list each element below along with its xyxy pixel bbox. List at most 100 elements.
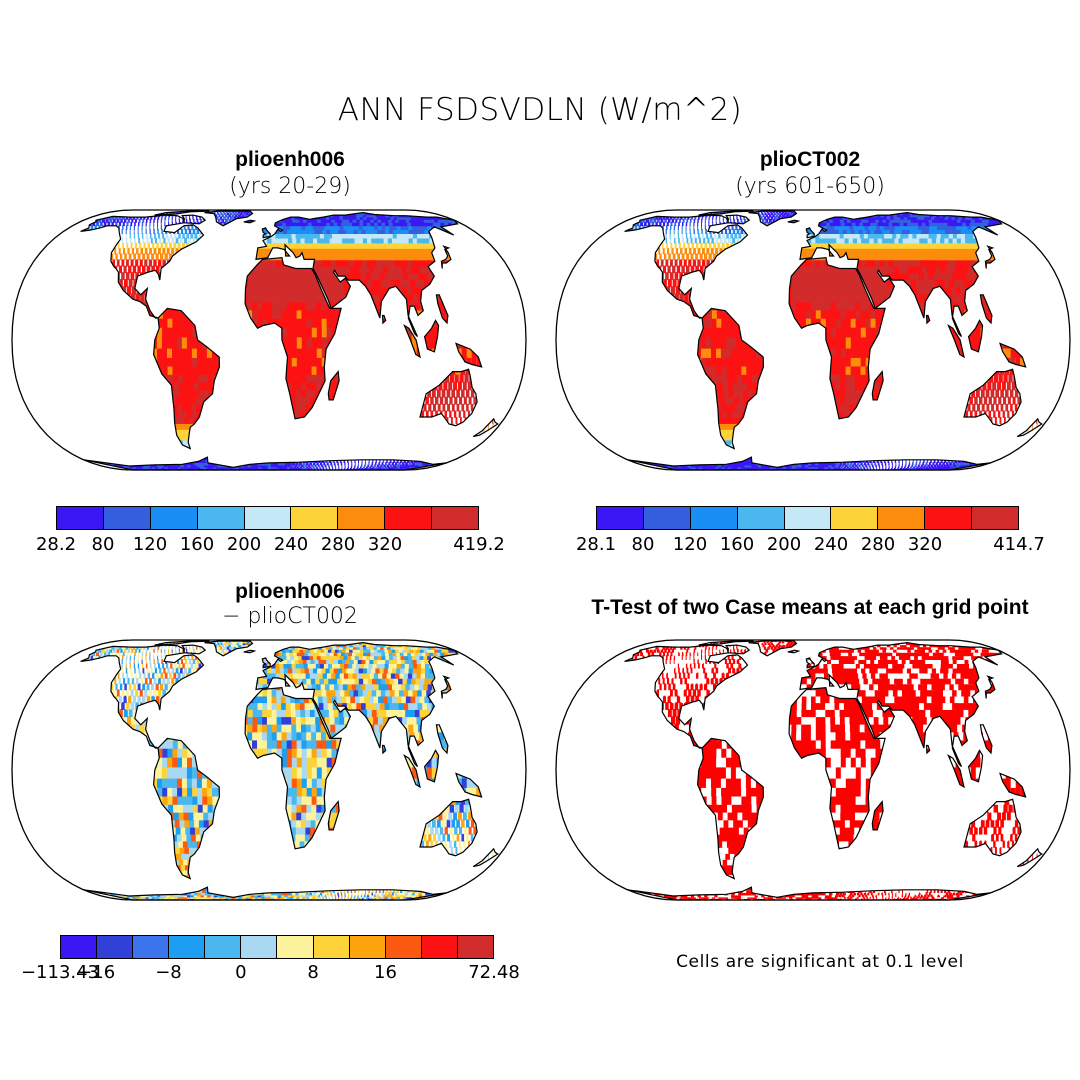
- colorbar-cell: [831, 507, 879, 529]
- coastline-borneo: [423, 749, 440, 783]
- panel4-title: T-Test of two Case means at each grid po…: [555, 596, 1065, 620]
- coastline-baffin: [181, 644, 207, 655]
- colorbar-tick-label: 240: [274, 534, 308, 555]
- colorbar-plioCT002: [596, 506, 1019, 530]
- colorbar-cell: [244, 507, 292, 529]
- coastline-borneo: [967, 749, 984, 783]
- coastline-samerica: [696, 307, 765, 450]
- coastline-baffin: [181, 214, 207, 225]
- colorbar-tick-label: 80: [632, 534, 655, 555]
- coastline-madagascar: [327, 800, 340, 831]
- coastline-philippines: [435, 294, 449, 325]
- coastline-japan: [984, 675, 996, 699]
- colorbar-ticks-plioCT002: 28.1 80 120 160 200 240 280 320 414.7: [576, 534, 1045, 556]
- colorbar-tick-label: 320: [908, 534, 942, 555]
- colorbar-tick-label: 120: [133, 534, 167, 555]
- map-difference: [11, 639, 527, 901]
- coastline-philippines: [979, 294, 993, 325]
- significance-note: Cells are significant at 0.1 level: [570, 952, 1070, 972]
- coastline-africa: [244, 687, 342, 850]
- map-frame: [11, 639, 527, 901]
- coastline-philippines: [435, 724, 449, 755]
- coastline-eurasia: [255, 211, 459, 338]
- coastline-newguinea: [999, 342, 1027, 368]
- colorbar-cell: [690, 507, 738, 529]
- colorbar-cell: [277, 936, 314, 958]
- colorbar-tick-label: 72.48: [468, 962, 520, 983]
- coastline-nz: [1016, 847, 1043, 868]
- panel2-title: plioCT002: [570, 148, 1050, 172]
- coastline-srilanka: [381, 744, 387, 755]
- colorbar-cell: [432, 507, 479, 529]
- colorbar-tick-label: 280: [321, 534, 355, 555]
- colorbar-tick-label: 8: [307, 962, 318, 983]
- map-plioCT002: [555, 209, 1071, 471]
- coastline-greenland: [748, 210, 798, 227]
- colorbar-cell: [241, 936, 278, 958]
- coastline-madagascar: [327, 370, 340, 401]
- coastline-nz: [472, 847, 499, 868]
- panel3-subtitle: − plioCT002: [50, 604, 530, 629]
- coastline-africa: [788, 257, 886, 420]
- coastline-uk: [261, 227, 271, 239]
- colorbar-tick-label: 320: [368, 534, 402, 555]
- colorbar-cell: [150, 507, 198, 529]
- colorbar-tick-label: −113.43: [21, 962, 99, 983]
- colorbar-cell: [97, 936, 134, 958]
- colorbar-cell: [338, 507, 386, 529]
- figure-title: ANN FSDSVDLN (W/m^2): [0, 92, 1080, 128]
- colorbar-difference: [60, 935, 494, 959]
- coastline-baffin: [725, 214, 751, 225]
- panel1-subtitle: (yrs 20-29): [50, 174, 530, 199]
- coastline-namerica: [624, 214, 749, 319]
- coastline-japan: [984, 245, 996, 269]
- map-frame: [555, 639, 1071, 901]
- colorbar-tick-label: 414.7: [993, 534, 1045, 555]
- coastline-greenland: [204, 210, 254, 227]
- colorbar-cell: [385, 936, 422, 958]
- coastline-africa: [244, 257, 342, 420]
- coastline-australia: [963, 368, 1022, 427]
- colorbar-cell: [103, 507, 151, 529]
- coastline-uk: [805, 657, 815, 669]
- colorbar-ticks-plioenh006: 28.2 80 120 160 200 240 280 320 419.2: [36, 534, 505, 556]
- coastline-uk: [261, 657, 271, 669]
- colorbar-cell: [197, 507, 245, 529]
- colorbar-tick-label: 160: [720, 534, 754, 555]
- colorbar-cell: [57, 507, 104, 529]
- coastline-greenland: [748, 640, 798, 657]
- coastline-iceland: [243, 219, 257, 224]
- coastline-japan: [440, 675, 452, 699]
- colorbar-cell: [457, 936, 493, 958]
- coastline-nz: [472, 417, 499, 438]
- coastline-australia: [419, 368, 478, 427]
- coastline-borneo: [967, 319, 984, 353]
- coastline-eurasia: [255, 641, 459, 768]
- colorbar-tick-label: 16: [374, 962, 397, 983]
- colorbar-tick-label: 280: [861, 534, 895, 555]
- coastline-nz: [1016, 417, 1043, 438]
- coastline-eurasia: [799, 641, 1003, 768]
- panel1-title: plioenh006: [50, 148, 530, 172]
- colorbar-tick-label: 200: [767, 534, 801, 555]
- coastline-iceland: [243, 649, 257, 654]
- coastline-borneo: [423, 319, 440, 353]
- colorbar-tick-label: 200: [227, 534, 261, 555]
- colorbar-tick-label: 419.2: [453, 534, 505, 555]
- coastline-sumatra: [403, 324, 421, 359]
- colorbar-tick-label: −8: [155, 962, 182, 983]
- colorbar-cell: [421, 936, 458, 958]
- colorbar-cell: [133, 936, 170, 958]
- coastline-newguinea: [455, 772, 483, 798]
- coastline-uk: [805, 227, 815, 239]
- coastline-arctic_is: [698, 640, 754, 646]
- coastline-namerica: [624, 644, 749, 749]
- coastline-srilanka: [925, 314, 931, 325]
- colorbar-tick-label: 28.1: [576, 534, 616, 555]
- coastline-samerica: [152, 307, 221, 450]
- colorbar-cell: [784, 507, 832, 529]
- map-plioenh006: [11, 209, 527, 471]
- coastline-arctic_is: [698, 210, 754, 216]
- colorbar-tick-label: 80: [92, 534, 115, 555]
- coastline-madagascar: [871, 370, 884, 401]
